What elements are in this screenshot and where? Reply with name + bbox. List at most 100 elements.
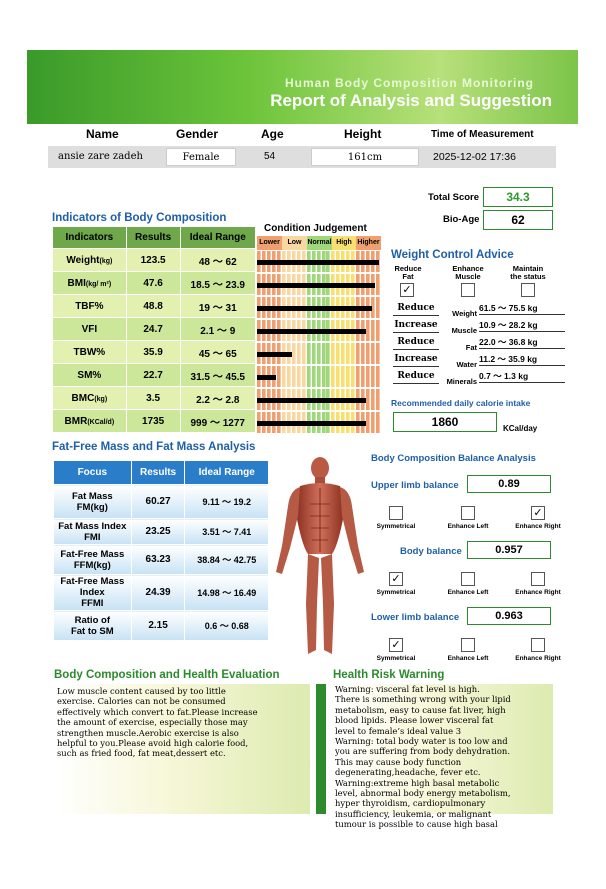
wc-label: Muscle (451, 326, 477, 335)
col-ideal: Ideal Range (179, 226, 257, 249)
evaluation-divider (316, 684, 326, 814)
banner-subtitle: Human Body Composition Monitoring (285, 76, 534, 90)
indicator-result: 123.5 (125, 248, 181, 272)
age-value: 54 (264, 151, 276, 162)
weight-control-title: Weight Control Advice (391, 249, 514, 261)
balance-option: Symmetrical (376, 589, 416, 596)
balance-title: Body Composition Balance Analysis (371, 453, 536, 464)
ffm-row: Fat Mass FM(kg) 60.27 9.11 ～ 19.2 (53, 484, 269, 519)
indicator-row: VFI 24.7 2.1 ～ 9 (52, 317, 257, 341)
evaluation-line: such as fried food, fat meat,dessert etc… (57, 748, 226, 759)
indicators-title: Indicators of Body Composition (52, 212, 227, 224)
banner-title: Report of Analysis and Suggestion (270, 91, 552, 110)
balance-checkbox[interactable]: ✓ (389, 638, 403, 652)
balance-option: Enhance Left (447, 523, 489, 530)
balance-option: Enhance Left (447, 589, 489, 596)
evaluation-line: Low muscle content caused by too little (57, 686, 226, 696)
header-time: Time of Measurement (431, 129, 534, 140)
indicator-row: Weight(kg) 123.5 48 ～ 62 (52, 248, 257, 272)
evaluation-line: the amount of exercise, especially those… (57, 717, 248, 728)
balance-option: Symmetrical (376, 523, 416, 530)
risk-line: degenerating,headache, fever etc. (335, 767, 481, 778)
risk-line: blood lipids. Please lower visceral fat (335, 715, 494, 726)
indicator-label: BMR (64, 415, 88, 427)
condition-bar (257, 283, 375, 288)
indicator-row: TBF% 48.8 19 ～ 31 (52, 294, 257, 318)
risk-line: Warning:extreme high basal metabolic (335, 777, 500, 788)
indicator-range: 19 ～ 31 (179, 294, 257, 318)
balance-option: Enhance Right (515, 655, 561, 662)
wc-action: Increase (393, 320, 439, 333)
indicator-label: TBW% (73, 346, 106, 358)
indicator-result: 48.8 (125, 294, 181, 318)
indicator-label: Weight (66, 254, 100, 266)
balance-checkbox[interactable] (461, 506, 475, 520)
total-score-label: Total Score (428, 192, 480, 203)
condition-title: Condition Judgement (264, 223, 367, 234)
level-lower: Lower (257, 236, 282, 250)
balance-area: Upper limb balance 0.89 Symmetrical Enhance… (371, 470, 576, 670)
col-ffm-ideal: Ideal Range (184, 460, 269, 485)
condition-bar (257, 352, 292, 357)
ffm-result: 23.25 (130, 518, 186, 545)
indicator-unit: (kg) (94, 395, 108, 403)
balance-checkbox[interactable] (461, 638, 475, 652)
col-ffm-results: Results (130, 460, 186, 485)
wc-action: Reduce (393, 371, 439, 384)
balance-checkbox[interactable] (531, 638, 545, 652)
indicator-row: BMR(KCal/d) 1735 999 ～ 1277 (52, 409, 257, 433)
indicator-label: SM% (77, 369, 102, 381)
ffm-result: 24.39 (130, 574, 186, 611)
balance-checkbox[interactable]: ✓ (389, 572, 403, 586)
indicator-row: TBW% 35.9 45 ～ 65 (52, 340, 257, 364)
indicator-range: 45 ～ 65 (179, 340, 257, 364)
risk-line: level to female’s ideal value 3 (335, 725, 462, 736)
balance-checkbox[interactable] (389, 506, 403, 520)
indicator-range: 18.5 ～ 23.9 (179, 271, 257, 295)
checkbox-maintain[interactable] (521, 283, 535, 297)
calorie-unit: KCal/day (503, 424, 538, 433)
indicator-unit: (KCal/d) (87, 418, 115, 426)
indicator-name: BMC(kg) (52, 386, 127, 410)
indicator-result: 3.5 (125, 386, 181, 410)
ffm-row: Fat-Free Mass Index FFMI 24.39 14.98 ～ 16.… (53, 574, 269, 611)
report-banner: Human Body Composition Monitoring Report… (27, 50, 578, 124)
header-gender: Gender (176, 127, 219, 141)
indicator-range: 2.1 ～ 9 (179, 317, 257, 341)
indicator-unit: (kg) (99, 257, 113, 265)
condition-bar (257, 421, 367, 426)
balance-checkbox[interactable]: ✓ (531, 506, 545, 520)
wc-value: 22.0 ～ 36.8 kg (479, 336, 565, 349)
risk-line: Warning: total body water is too low and (335, 736, 508, 747)
balance-checkbox[interactable] (461, 572, 475, 586)
evaluation-line: effectively which convert to fat.Please … (57, 706, 258, 717)
calorie-value: 1860 (393, 412, 497, 432)
balance-option: Enhance Left (447, 655, 489, 662)
indicator-name: SM% (52, 363, 127, 387)
wc-label: Weight (452, 309, 477, 318)
indicator-result: 24.7 (125, 317, 181, 341)
weight-control-rows: Reduce Weight 61.5 ～ 75.5 kg Increase Muscle… (393, 303, 565, 393)
col-results: Results (125, 226, 181, 249)
indicator-row: SM% 22.7 31.5 ～ 45.5 (52, 363, 257, 387)
checkbox-enhance-muscle[interactable] (461, 283, 475, 297)
balance-value: 0.89 (467, 475, 551, 493)
balance-checkbox[interactable] (531, 572, 545, 586)
header-height: Height (344, 127, 382, 141)
wc-label: Fat (465, 343, 477, 352)
balance-option: Enhance Right (515, 589, 561, 596)
indicator-result: 1735 (125, 409, 181, 433)
name-value: ansie zare zadeh (58, 151, 143, 162)
risk-title: Health Risk Warning (333, 669, 445, 681)
checkbox-reduce-fat[interactable]: ✓ (400, 283, 414, 297)
ffm-result: 63.23 (130, 544, 186, 575)
balance-label: Lower limb balance (371, 612, 460, 623)
evaluation-line: strengthen muscle.Aerobic exercise is al… (57, 727, 239, 738)
ffm-row: Fat-Free Mass FFM(kg) 63.23 38.84 ～ 42.75 (53, 544, 269, 575)
option-enhance-muscle: Enhance Muscle (452, 264, 484, 281)
bio-age-label: Bio-Age (443, 214, 480, 225)
balance-label: Upper limb balance (371, 480, 459, 491)
condition-bar (257, 398, 367, 403)
ffm-focus: Fat-Free Mass FFM(kg) (53, 544, 132, 575)
evaluation-text: Low muscle content caused by too little e… (54, 684, 310, 814)
